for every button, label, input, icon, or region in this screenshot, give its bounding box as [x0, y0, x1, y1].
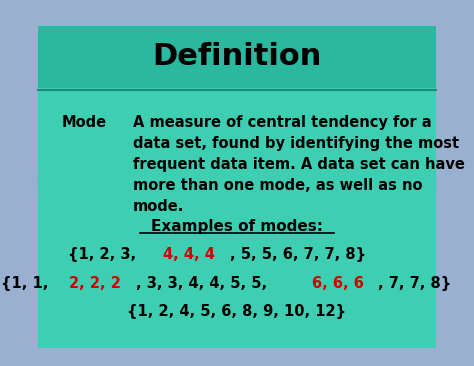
Text: 4, 4, 4: 4, 4, 4 [163, 247, 215, 262]
Text: Mode: Mode [62, 115, 107, 130]
Text: , 5, 5, 6, 7, 7, 8}: , 5, 5, 6, 7, 7, 8} [230, 247, 366, 262]
Text: 2, 2, 2: 2, 2, 2 [69, 276, 121, 291]
Text: {1, 2, 4, 5, 6, 8, 9, 10, 12}: {1, 2, 4, 5, 6, 8, 9, 10, 12} [128, 305, 346, 319]
Text: 6, 6, 6: 6, 6, 6 [311, 276, 364, 291]
FancyBboxPatch shape [38, 26, 436, 88]
Text: {1, 2, 3,: {1, 2, 3, [68, 247, 142, 262]
Text: {1, 1,: {1, 1, [1, 276, 54, 291]
Text: A measure of central tendency for a
data set, found by identifying the most
freq: A measure of central tendency for a data… [133, 115, 465, 214]
Text: , 7, 7, 8}: , 7, 7, 8} [378, 276, 452, 291]
FancyBboxPatch shape [38, 26, 436, 348]
Text: , 3, 3, 4, 4, 5, 5,: , 3, 3, 4, 4, 5, 5, [136, 276, 272, 291]
Text: Examples of modes:: Examples of modes: [151, 220, 323, 234]
Text: Definition: Definition [152, 42, 322, 71]
